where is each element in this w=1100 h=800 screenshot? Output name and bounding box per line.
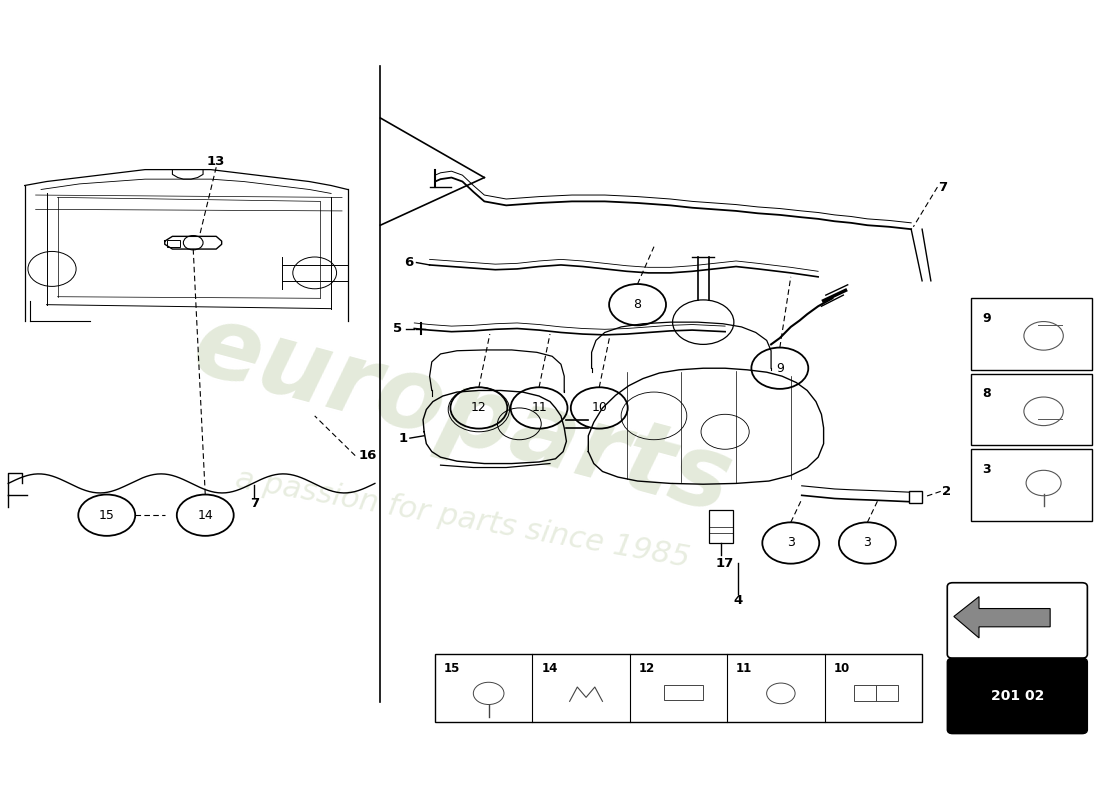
Text: 11: 11 bbox=[736, 662, 752, 675]
Text: 7: 7 bbox=[250, 497, 260, 510]
Text: 9: 9 bbox=[776, 362, 784, 374]
Text: 3: 3 bbox=[786, 537, 794, 550]
Bar bbox=[876, 686, 898, 702]
Text: 10: 10 bbox=[834, 662, 849, 675]
Bar bbox=[663, 686, 703, 700]
Text: 2: 2 bbox=[942, 485, 950, 498]
Bar bbox=[167, 240, 180, 246]
Text: 10: 10 bbox=[592, 402, 607, 414]
Text: 15: 15 bbox=[443, 662, 460, 675]
Text: 4: 4 bbox=[734, 594, 742, 606]
Text: 17: 17 bbox=[716, 558, 734, 570]
Text: 8: 8 bbox=[634, 298, 641, 311]
Text: 5: 5 bbox=[393, 322, 403, 335]
Text: a passion for parts since 1985: a passion for parts since 1985 bbox=[233, 465, 692, 574]
Bar bbox=[436, 654, 922, 722]
Text: 6: 6 bbox=[404, 256, 414, 269]
FancyBboxPatch shape bbox=[947, 658, 1088, 734]
Text: europarts: europarts bbox=[183, 298, 742, 534]
Bar bbox=[909, 491, 922, 503]
Text: 15: 15 bbox=[99, 509, 114, 522]
Text: 16: 16 bbox=[359, 449, 377, 462]
Text: 1: 1 bbox=[398, 432, 408, 445]
Polygon shape bbox=[954, 597, 1050, 638]
Text: 13: 13 bbox=[207, 155, 226, 168]
Text: 12: 12 bbox=[471, 402, 486, 414]
Text: 8: 8 bbox=[982, 387, 991, 400]
Text: 11: 11 bbox=[531, 402, 547, 414]
Text: 3: 3 bbox=[982, 462, 991, 476]
Text: 12: 12 bbox=[639, 662, 654, 675]
Text: 7: 7 bbox=[938, 181, 948, 194]
Bar bbox=[855, 686, 876, 702]
Text: 9: 9 bbox=[982, 312, 991, 325]
Text: 201 02: 201 02 bbox=[991, 689, 1044, 703]
Bar bbox=[708, 510, 733, 543]
Text: 14: 14 bbox=[197, 509, 213, 522]
Text: 3: 3 bbox=[864, 537, 871, 550]
Text: 14: 14 bbox=[541, 662, 558, 675]
